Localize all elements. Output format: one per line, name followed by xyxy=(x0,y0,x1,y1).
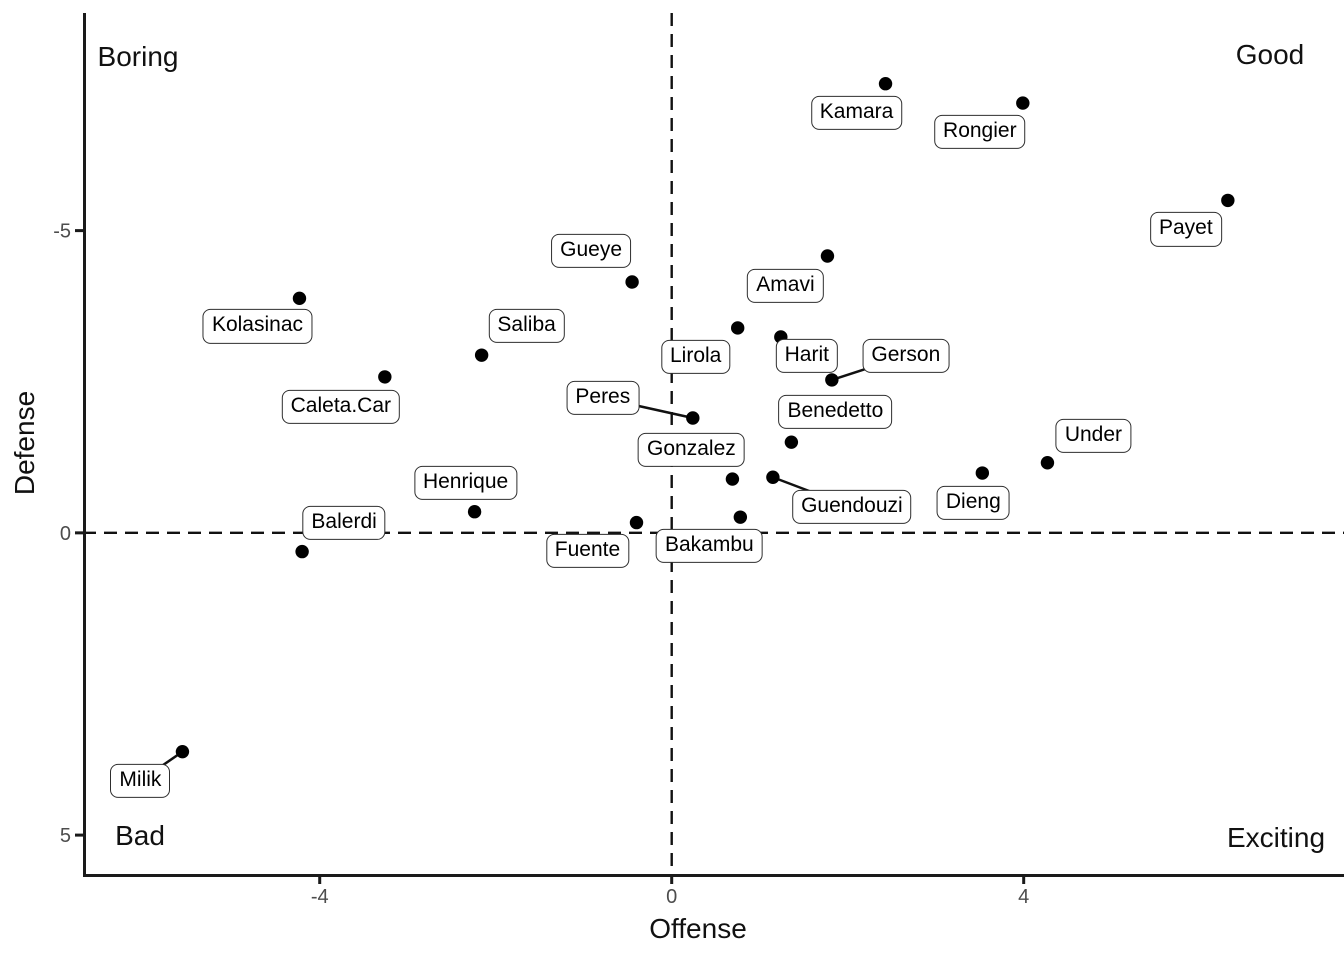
data-point-balerdi xyxy=(295,544,309,559)
quadrant-label-bad: Bad xyxy=(115,820,165,851)
data-point-benedetto xyxy=(784,435,799,449)
leader-line-peres xyxy=(602,396,694,420)
data-point-milik xyxy=(175,744,190,759)
x-tick-label--4: -4 xyxy=(311,886,329,908)
data-point-amavi xyxy=(820,249,835,263)
data-point-kamara xyxy=(878,77,893,91)
x-axis-title: Offense xyxy=(649,913,747,944)
data-point-henrique xyxy=(467,505,482,519)
quadrant-label-boring: Boring xyxy=(97,41,179,72)
x-tick-label-0: 0 xyxy=(666,886,677,908)
data-point-saliba xyxy=(474,348,489,362)
quadrant-label-exciting: Exciting xyxy=(1226,822,1326,853)
y-tick-label-5: 5 xyxy=(60,825,71,847)
data-point-gueye xyxy=(625,275,639,289)
data-point-caleta-car xyxy=(378,370,392,384)
x-tick-label-4: 4 xyxy=(1018,886,1029,908)
y-axis-title: Defense xyxy=(9,390,40,496)
y-tick-label-0: 0 xyxy=(60,523,71,545)
data-point-guendouzi xyxy=(766,470,780,484)
leader-line-guendouzi xyxy=(772,476,853,509)
quadrant-label-good: Good xyxy=(1235,39,1305,70)
data-point-gonzalez xyxy=(725,472,740,486)
data-point-rongier xyxy=(1016,96,1030,110)
data-point-kolasinac xyxy=(292,291,307,306)
data-point-harit xyxy=(774,330,788,344)
data-point-bakambu xyxy=(733,510,748,524)
data-point-fuente xyxy=(629,515,644,530)
data-point-under xyxy=(1040,456,1055,470)
data-point-lirola xyxy=(730,321,745,335)
data-point-dieng xyxy=(975,466,990,480)
data-point-payet xyxy=(1221,193,1235,208)
leader-line-gerson xyxy=(831,354,907,382)
data-point-peres xyxy=(686,411,700,425)
data-point-gerson xyxy=(825,373,839,387)
leader-line-milik xyxy=(139,750,184,782)
y-tick-label--5: -5 xyxy=(53,221,71,243)
